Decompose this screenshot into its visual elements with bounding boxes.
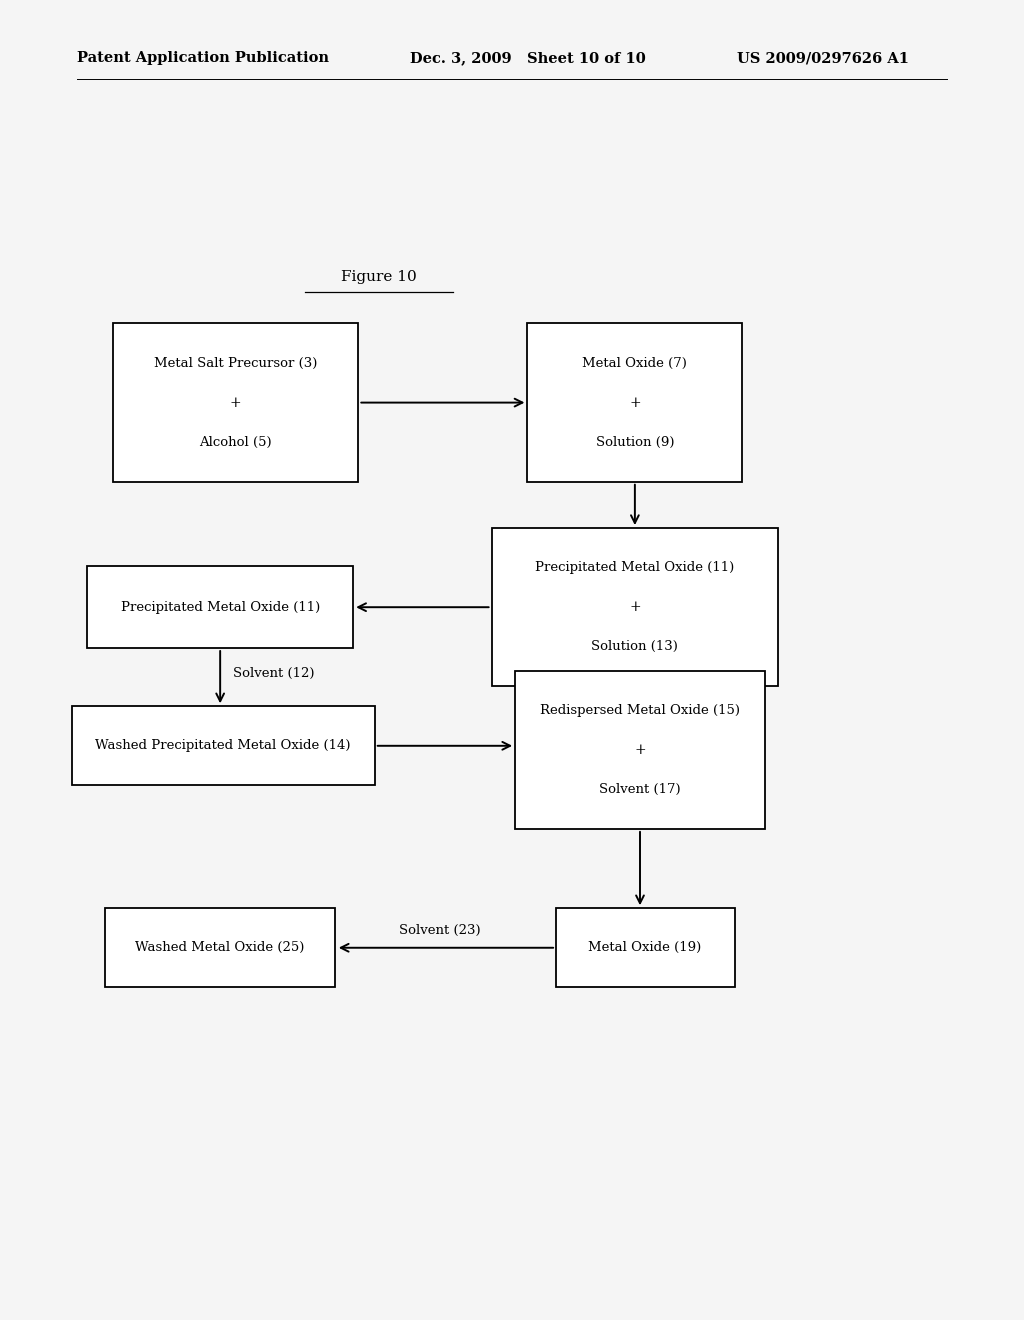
Bar: [72, 706, 375, 785]
Text: +: +: [629, 601, 641, 614]
Text: Patent Application Publication: Patent Application Publication: [77, 51, 329, 65]
Bar: [87, 566, 353, 648]
Text: +: +: [634, 743, 646, 756]
Text: Precipitated Metal Oxide (11): Precipitated Metal Oxide (11): [536, 561, 734, 574]
Text: Metal Oxide (19): Metal Oxide (19): [589, 941, 701, 954]
Text: Solvent (12): Solvent (12): [233, 667, 315, 680]
Bar: [104, 908, 336, 987]
Text: Figure 10: Figure 10: [341, 271, 417, 284]
Text: Solution (13): Solution (13): [592, 640, 678, 653]
Bar: [527, 323, 742, 482]
Text: Washed Metal Oxide (25): Washed Metal Oxide (25): [135, 941, 305, 954]
Text: +: +: [229, 396, 242, 409]
Text: Solution (9): Solution (9): [596, 436, 674, 449]
Bar: [492, 528, 778, 686]
Text: Alcohol (5): Alcohol (5): [200, 436, 271, 449]
Text: Solvent (23): Solvent (23): [399, 924, 481, 937]
Text: Dec. 3, 2009   Sheet 10 of 10: Dec. 3, 2009 Sheet 10 of 10: [410, 51, 645, 65]
Text: +: +: [629, 396, 641, 409]
Text: Metal Salt Precursor (3): Metal Salt Precursor (3): [154, 356, 317, 370]
Text: Solvent (17): Solvent (17): [599, 783, 681, 796]
Text: Precipitated Metal Oxide (11): Precipitated Metal Oxide (11): [121, 601, 319, 614]
Bar: [113, 323, 358, 482]
Text: US 2009/0297626 A1: US 2009/0297626 A1: [737, 51, 909, 65]
Text: Redispersed Metal Oxide (15): Redispersed Metal Oxide (15): [540, 704, 740, 717]
Bar: [555, 908, 735, 987]
Bar: [514, 671, 765, 829]
Text: Metal Oxide (7): Metal Oxide (7): [583, 356, 687, 370]
Text: Washed Precipitated Metal Oxide (14): Washed Precipitated Metal Oxide (14): [95, 739, 351, 752]
